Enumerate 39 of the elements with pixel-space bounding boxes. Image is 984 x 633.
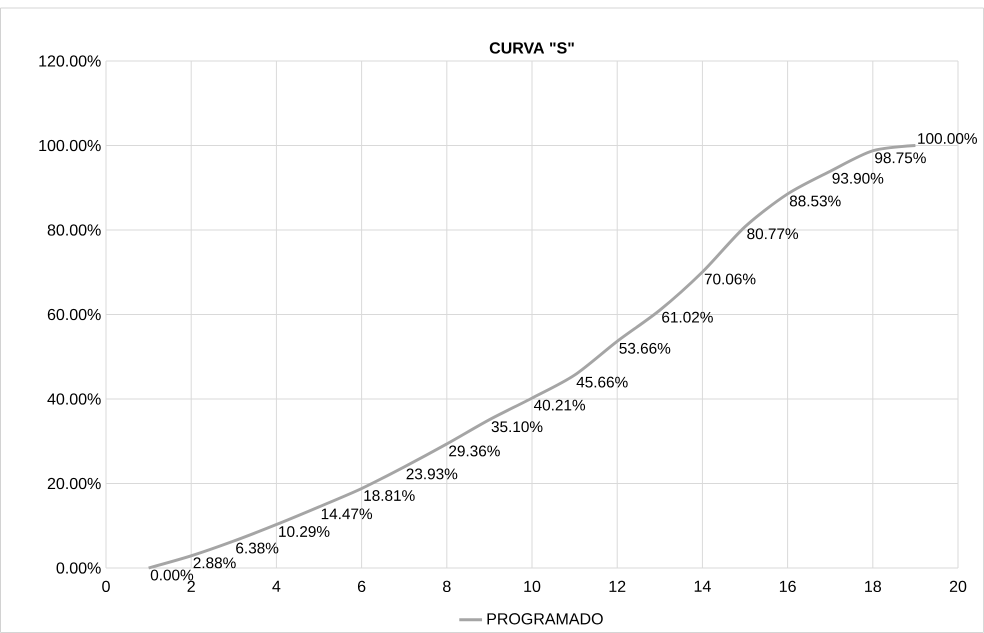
data-label: 61.02% [662,312,713,323]
x-tick-label: 2 [188,580,195,592]
data-label: 0.00% [150,570,194,580]
y-tick-label: 0.00% [56,562,101,574]
x-tick-label: 10 [524,580,540,592]
data-label: 88.53% [790,196,841,206]
x-tick-label: 4 [272,580,280,592]
data-label: 10.29% [279,526,330,537]
data-label: 80.77% [747,228,798,240]
data-label: 45.66% [576,376,628,388]
y-tick-label: 60.00% [48,308,101,320]
y-tick-label: 120.00% [39,55,101,67]
data-label: 2.88% [194,557,236,568]
y-tick-label: 20.00% [48,478,101,490]
data-label: 35.10% [492,421,542,432]
data-label: 18.81% [364,490,415,501]
x-tick-label: 8 [443,580,451,592]
data-label: 98.75% [875,152,926,164]
data-label: 93.90% [832,172,884,184]
data-label: 70.06% [704,274,756,284]
x-tick-label: 6 [358,580,366,592]
data-label: 29.36% [449,446,500,456]
data-label: 100.00% [918,133,977,144]
data-label: 14.47% [322,508,372,520]
data-label: 40.21% [534,400,586,411]
data-label: 23.93% [406,468,458,480]
y-tick-label: 40.00% [47,393,101,405]
x-tick-label: 14 [694,580,711,592]
chart-title: CURVA "S" [490,42,574,54]
x-tick-label: 16 [780,580,796,592]
x-tick-label: 18 [865,580,881,592]
x-tick-label: 0 [102,580,110,592]
x-tick-label: 12 [610,580,626,592]
y-tick-label: 80.00% [48,224,101,236]
legend-label: PROGRAMADO [488,613,603,624]
y-tick-label: 100.00% [39,140,101,152]
data-label: 53.66% [619,342,670,354]
x-tick-label: 20 [950,580,966,592]
data-label: 6.38% [236,542,278,554]
